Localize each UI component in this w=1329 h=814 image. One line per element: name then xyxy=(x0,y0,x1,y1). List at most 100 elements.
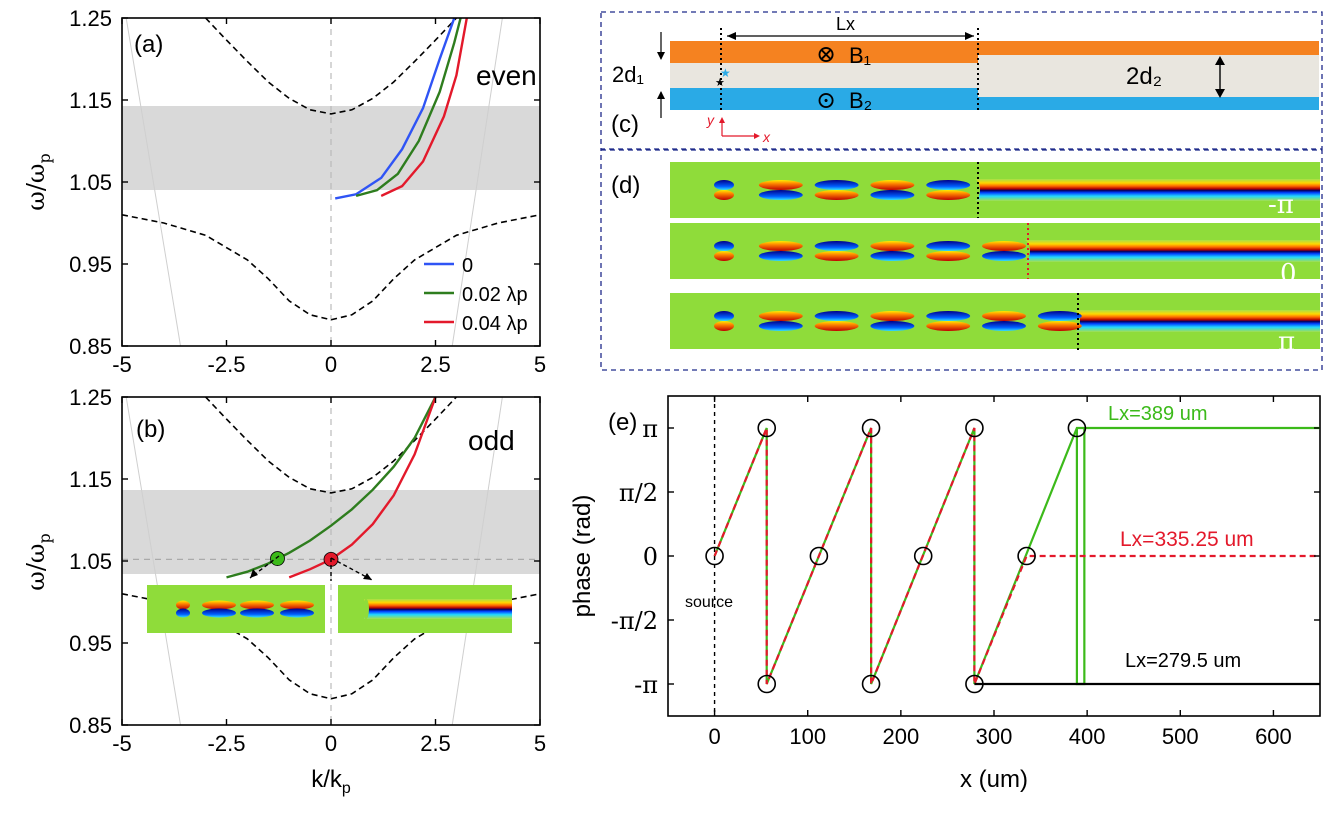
inset-right-field xyxy=(338,585,512,633)
y-tick-label: 0.95 xyxy=(69,252,112,277)
field-lobe xyxy=(870,321,915,331)
x-tick-label: 5 xyxy=(534,731,546,756)
y-tick-label: 1.15 xyxy=(69,88,112,113)
grey-light-line xyxy=(125,397,182,725)
panel-c: Lx ⊗ B₁ ⊙ B₂ 2d₁ ★ ★ 2d₂ (a) (c) y x xyxy=(600,11,1323,150)
phase-circle xyxy=(861,674,881,694)
x-ticks-e: 0 100 200 300 400 500 600 xyxy=(708,396,1292,749)
field-lobe xyxy=(758,321,803,331)
field-lobe xyxy=(240,600,274,610)
panel-a: -5 -2.5 0 2.5 5 0.85 0.95 1.05 1.15 1.25 (a) eve… xyxy=(22,6,546,377)
y-tick-label: 1.05 xyxy=(69,549,112,574)
upper-dashed-curve xyxy=(205,397,457,494)
field-lobe xyxy=(982,241,1026,251)
marker-arrows xyxy=(249,555,373,581)
d1-label: 2d₁ xyxy=(612,62,644,87)
annotation-lx-279: Lx=279.5 um xyxy=(1125,650,1241,672)
x-tick-label: 300 xyxy=(976,724,1013,749)
y-axis-label-a: ω/ωp xyxy=(22,153,54,210)
panel-b: -5 -2.5 0 2.5 5 0.85 0.95 1.05 1.15 1.25 (b) odd… xyxy=(22,385,546,797)
x-tick-label: 200 xyxy=(882,724,919,749)
x-tick-label: 2.5 xyxy=(420,731,451,756)
panel-label-d: (d) xyxy=(611,172,640,199)
frame-c xyxy=(600,11,1323,150)
tag-odd: odd xyxy=(468,425,515,456)
grey-light-line xyxy=(125,18,182,346)
field-lobe xyxy=(926,251,971,261)
y-ticks-a: 0.85 0.95 1.05 1.15 1.25 xyxy=(69,6,540,359)
y-tick-label: 1.25 xyxy=(69,385,112,410)
series-line-004 xyxy=(380,18,468,197)
y-tick-label: 0.85 xyxy=(69,713,112,738)
phase-circle xyxy=(1017,546,1036,566)
series-line-004 xyxy=(288,397,437,579)
legend-label-2: 0.04 λp xyxy=(462,313,528,335)
y-axis-label-b: ω/ωp xyxy=(22,533,54,590)
series-line-002 xyxy=(355,18,462,198)
axis-y-label: y xyxy=(706,112,715,128)
phase-circle xyxy=(757,418,777,438)
panel-label-e: (e) xyxy=(608,409,637,436)
cross-symbol: ⊗ xyxy=(816,40,836,68)
field-lobe xyxy=(758,241,803,251)
legend-label-0: 0 xyxy=(462,255,473,277)
x-tick-label: 0 xyxy=(325,731,337,756)
field-band-cap xyxy=(968,179,980,201)
field-lobe xyxy=(714,180,734,190)
phase-circle xyxy=(757,674,777,694)
field-lobe xyxy=(176,600,190,610)
orange-layer-right xyxy=(978,41,1319,55)
phase-label-row2: π xyxy=(1278,327,1295,357)
field-lobe xyxy=(870,311,915,321)
series-line-002 xyxy=(226,397,437,579)
x-tick-label: 600 xyxy=(1255,724,1292,749)
field-lobe xyxy=(280,600,314,610)
phase-label-row1: 0 xyxy=(1280,259,1297,289)
field-lobe xyxy=(758,190,803,200)
phase-circle xyxy=(1067,418,1087,438)
phase-circle xyxy=(861,418,881,438)
field-lobe xyxy=(926,311,971,321)
field-lobe xyxy=(926,321,971,331)
field-lobe xyxy=(814,311,859,321)
annotation-lx-389: Lx=389 um xyxy=(1108,403,1208,425)
field-band xyxy=(974,179,1320,201)
field-lobe xyxy=(758,251,803,261)
field-lobe xyxy=(814,251,859,261)
phase-circle xyxy=(965,418,984,438)
sample-circles xyxy=(705,418,1087,694)
x-axis-label-b: k/kp xyxy=(311,766,351,797)
x-tick-label: -5 xyxy=(112,731,132,756)
star-blue: ★ xyxy=(720,66,731,80)
upper-dashed-curve xyxy=(205,18,457,115)
field-lobe xyxy=(714,321,734,331)
field-lobe xyxy=(714,311,734,321)
phase-circle xyxy=(965,674,984,694)
x-axis-label-e: x (um) xyxy=(960,766,1028,793)
field-lobe xyxy=(202,600,236,610)
field-lobe xyxy=(714,251,734,261)
x-tick-label: -2.5 xyxy=(208,731,246,756)
blue-layer-left xyxy=(670,88,978,110)
panel-label-c: (c) xyxy=(611,111,639,138)
y-tick-label: -π xyxy=(634,671,658,699)
field-lobe xyxy=(870,251,915,261)
frame-d xyxy=(600,149,1323,371)
series-lx-335 xyxy=(713,427,1320,685)
x-tick-label: 400 xyxy=(1069,724,1106,749)
field-lobe xyxy=(814,190,859,200)
d2-arrow xyxy=(1215,56,1225,98)
phase-circle xyxy=(913,546,933,566)
x-ticks-a: -5 -2.5 0 2.5 5 xyxy=(112,18,546,377)
field-lobe xyxy=(758,311,803,321)
x-ticks-b: -5 -2.5 0 2.5 5 xyxy=(112,397,546,756)
field-lobe xyxy=(870,241,915,251)
field-lobe xyxy=(926,190,971,200)
field-lobe xyxy=(714,241,734,251)
y-ticks-b: 0.85 0.95 1.05 1.15 1.25 xyxy=(69,385,540,738)
coord-axes: y x xyxy=(706,112,771,145)
field-lobe xyxy=(814,321,859,331)
field-lobe xyxy=(1037,321,1082,331)
source-label: source xyxy=(685,594,733,611)
